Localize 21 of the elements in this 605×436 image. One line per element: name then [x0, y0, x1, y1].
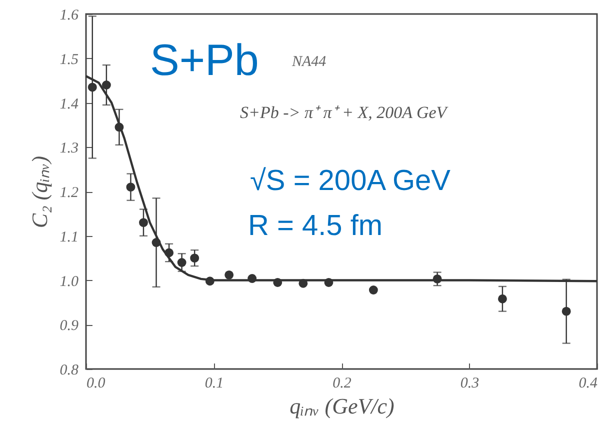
annotation: S+Pb	[150, 36, 259, 85]
annotation: NA44	[291, 54, 327, 70]
x-tick-label: 0.4	[578, 376, 598, 392]
x-tick-label: 0.1	[204, 376, 224, 392]
y-tick-label: 1.3	[60, 140, 78, 157]
x-axis-title: qᵢₙᵥ (GeV/c)	[290, 394, 394, 418]
annotation: S+Pb -> π⁺ π⁺ + X, 200A GeV	[240, 103, 450, 122]
y-tick-label: 1.2	[60, 185, 79, 201]
x-tick-label: 0.3	[460, 376, 480, 392]
y-tick-label: 1.6	[60, 8, 79, 24]
x-tick-label: 0.0	[86, 376, 106, 392]
y-tick-label: 0.8	[60, 362, 79, 378]
annotation: √S = 200A GeV	[250, 165, 452, 197]
y-tick-label: 1.1	[60, 229, 78, 246]
y-tick-label: 0.9	[60, 318, 79, 334]
y-tick-label: 1.5	[60, 52, 79, 68]
x-tick-label: 0.2	[332, 376, 352, 392]
y-axis-title: C₂ (qᵢₙᵥ)	[26, 156, 52, 228]
annotation: R = 4.5 fm	[248, 210, 383, 242]
y-tick-label: 1.0	[60, 274, 79, 290]
y-tick-label: 1.4	[60, 96, 79, 112]
